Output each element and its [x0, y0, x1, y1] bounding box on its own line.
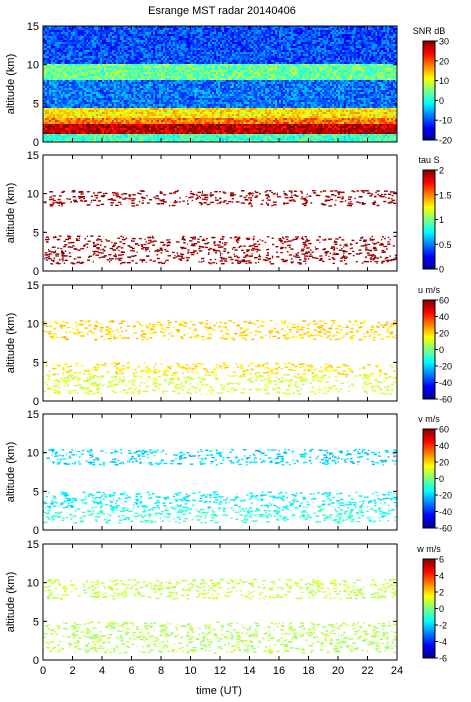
panel-snr: 0 5 10 15 altitude (km) SNR dB -20 -10 0 10 20 30 [5, 21, 452, 149]
y-tick-label: 5 [33, 486, 39, 498]
x-tick-label: 6 [128, 665, 134, 677]
panel-v-frame [42, 413, 398, 531]
y-tick-label: 5 [33, 357, 39, 369]
y-tick-label: 15 [27, 21, 39, 33]
x-tick-label: 2 [69, 665, 75, 677]
y-tick-label: 10 [27, 189, 39, 201]
colorbar-tick-label: -2 [439, 621, 447, 631]
y-axis-label: altitude (km) [5, 313, 17, 374]
x-tick-label: 18 [302, 665, 314, 677]
x-tick-label: 14 [243, 665, 255, 677]
y-tick-label: 5 [33, 616, 39, 628]
y-tick-label: 10 [27, 319, 39, 331]
colorbar-tick-label: -20 [439, 362, 452, 372]
panel-tau-data [43, 189, 397, 265]
colorbar-tick-label: 20 [439, 56, 449, 66]
colorbar-tick-label: -10 [439, 116, 452, 126]
colorbar-tick-label: -4 [439, 637, 447, 647]
colorbar-v [422, 428, 436, 529]
colorbar-tick-label: 40 [439, 441, 449, 451]
y-tick-label: 5 [33, 98, 39, 110]
colorbar-tick-label: 30 [439, 37, 449, 47]
colorbar-tick-label: 0 [439, 474, 444, 484]
colorbar-tau [422, 169, 436, 270]
colorbar-tick-label: 20 [439, 458, 449, 468]
y-axis-label: altitude (km) [5, 183, 17, 244]
y-tick-label: 0 [33, 396, 39, 408]
colorbar-snr [422, 40, 436, 141]
colorbar-tick-label: 4 [439, 571, 444, 581]
y-tick-label: 15 [27, 280, 39, 292]
colorbar-tick-label: -20 [439, 136, 452, 146]
y-axis-label: altitude (km) [5, 54, 17, 115]
y-axis-label: altitude (km) [5, 442, 17, 503]
colorbar-tick-label: 0 [439, 604, 444, 614]
x-tick-label: 4 [99, 665, 105, 677]
colorbar-tick-label: 60 [439, 296, 449, 306]
colorbar-tick-label: -6 [439, 654, 447, 664]
colorbar-label: SNR dB [413, 26, 446, 36]
colorbar-u [422, 299, 436, 400]
colorbar-tick-label: 2 [439, 588, 444, 598]
colorbar-tick-label: 1 [439, 215, 444, 225]
colorbar-tick-label: -40 [439, 378, 452, 388]
panel-u: 0 5 10 15 altitude (km) u m/s -60 -40 -20 0 20 40 60 [5, 280, 452, 408]
x-tick-label: 24 [391, 665, 403, 677]
y-axis-label: altitude (km) [5, 572, 17, 633]
y-tick-label: 0 [33, 137, 39, 149]
colorbar-label: tau S [418, 155, 439, 165]
colorbar-tick-label: -20 [439, 491, 452, 501]
x-tick-label: 22 [361, 665, 373, 677]
y-tick-label: 10 [27, 60, 39, 72]
colorbar-tick-label: 0 [439, 345, 444, 355]
colorbar-tick-label: 1.5 [439, 190, 452, 200]
x-tick-label: 10 [184, 665, 196, 677]
colorbar-tick-label: 6 [439, 555, 444, 565]
colorbar-tick-label: -40 [439, 507, 452, 517]
colorbar-tick-label: 0 [439, 265, 444, 275]
x-tick-label: 12 [214, 665, 226, 677]
panel-u-data [43, 319, 397, 395]
colorbar-tick-label: 60 [439, 425, 449, 435]
y-tick-label: 0 [33, 266, 39, 278]
colorbar-tick-label: 0 [439, 96, 444, 106]
colorbar-label: v m/s [418, 414, 440, 424]
colorbar-w [422, 558, 436, 659]
colorbar-tick-label: 2 [439, 166, 444, 176]
panel-w-data [43, 578, 397, 654]
colorbar-label: u m/s [418, 285, 441, 295]
panel-v-data [43, 448, 397, 524]
x-axis-label: time (UT) [196, 685, 242, 697]
y-tick-label: 10 [27, 448, 39, 460]
y-tick-label: 0 [33, 655, 39, 667]
colorbar-tick-label: 20 [439, 329, 449, 339]
colorbar-tick-label: -60 [439, 524, 452, 534]
y-tick-label: 15 [27, 539, 39, 551]
panel-snr-data [43, 26, 397, 142]
figure-title: Esrange MST radar 20140406 [148, 5, 296, 17]
y-tick-label: 15 [27, 150, 39, 162]
panel-tau: 0 5 10 15 altitude (km) tau S 0 0.5 1 1.5 2 [5, 150, 452, 278]
colorbar-label: w m/s [416, 544, 441, 554]
x-tick-label: 16 [273, 665, 285, 677]
panel-v: 0 5 10 15 altitude (km) v m/s -60 -40 -20 0 20 40 60 [5, 409, 452, 537]
panel-tau-frame [42, 154, 398, 272]
y-tick-label: 15 [27, 409, 39, 421]
x-tick-label: 20 [332, 665, 344, 677]
colorbar-tick-label: 40 [439, 312, 449, 322]
y-tick-label: 5 [33, 227, 39, 239]
y-tick-label: 10 [27, 578, 39, 590]
colorbar-tick-label: 10 [439, 76, 449, 86]
colorbar-tick-label: 0.5 [439, 240, 452, 250]
colorbar-tick-label: -60 [439, 395, 452, 405]
x-tick-label: 0 [40, 665, 46, 677]
y-tick-label: 0 [33, 525, 39, 537]
x-tick-label: 8 [158, 665, 164, 677]
